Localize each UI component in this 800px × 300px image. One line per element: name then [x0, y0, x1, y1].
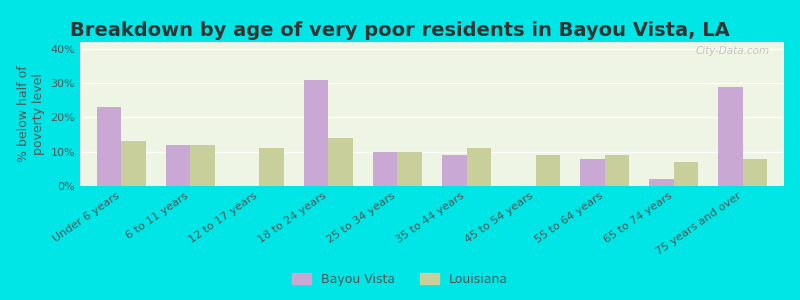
Bar	[304, 80, 329, 186]
Bar	[718, 87, 742, 186]
Bar	[580, 159, 605, 186]
Bar	[605, 155, 629, 186]
Bar	[650, 179, 674, 186]
Bar	[674, 162, 698, 186]
Bar	[98, 107, 122, 186]
Bar	[442, 155, 466, 186]
Bar	[535, 155, 560, 186]
Bar	[398, 152, 422, 186]
Bar	[466, 148, 490, 186]
Bar	[259, 148, 284, 186]
Text: City-Data.com: City-Data.com	[696, 46, 770, 56]
Text: Breakdown by age of very poor residents in Bayou Vista, LA: Breakdown by age of very poor residents …	[70, 21, 730, 40]
Bar	[742, 159, 766, 186]
Bar	[190, 145, 214, 186]
Y-axis label: % below half of
poverty level: % below half of poverty level	[17, 66, 45, 162]
Bar	[329, 138, 353, 186]
Bar	[374, 152, 398, 186]
Bar	[166, 145, 190, 186]
Bar	[122, 141, 146, 186]
Legend: Bayou Vista, Louisiana: Bayou Vista, Louisiana	[287, 268, 513, 291]
